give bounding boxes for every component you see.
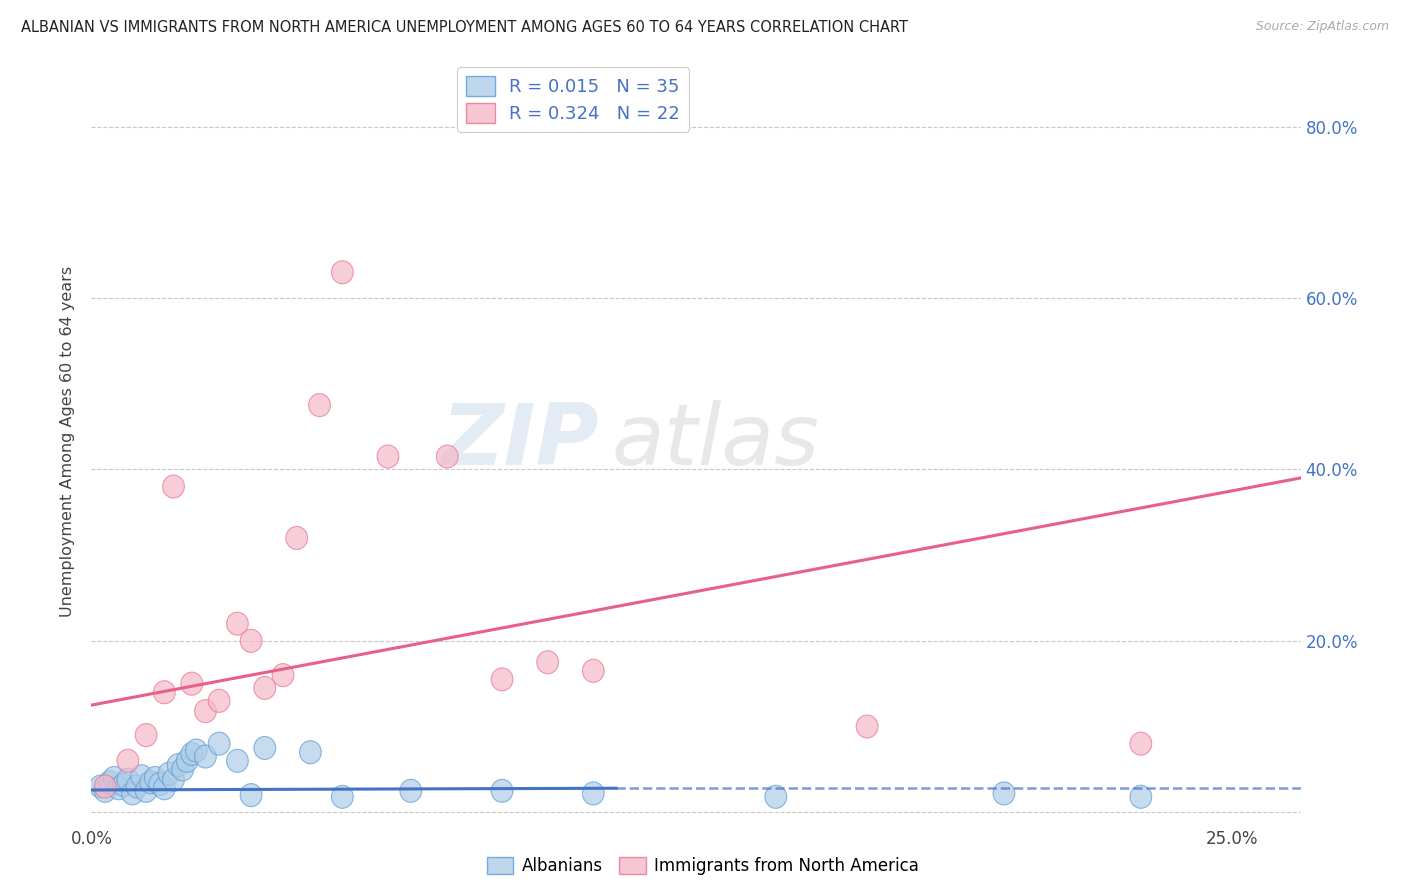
- Legend: R = 0.015   N = 35, R = 0.324   N = 22: R = 0.015 N = 35, R = 0.324 N = 22: [457, 67, 689, 132]
- Ellipse shape: [240, 783, 262, 806]
- Ellipse shape: [399, 780, 422, 802]
- Ellipse shape: [117, 768, 139, 791]
- Text: ZIP: ZIP: [441, 400, 599, 483]
- Ellipse shape: [1130, 785, 1152, 808]
- Ellipse shape: [112, 773, 134, 797]
- Ellipse shape: [1130, 732, 1152, 756]
- Ellipse shape: [582, 782, 605, 805]
- Ellipse shape: [194, 745, 217, 768]
- Text: atlas: atlas: [612, 400, 820, 483]
- Ellipse shape: [240, 630, 262, 652]
- Ellipse shape: [181, 742, 202, 765]
- Ellipse shape: [254, 737, 276, 759]
- Ellipse shape: [309, 393, 330, 417]
- Ellipse shape: [285, 526, 308, 549]
- Ellipse shape: [491, 668, 513, 691]
- Ellipse shape: [436, 445, 458, 468]
- Ellipse shape: [176, 749, 198, 772]
- Ellipse shape: [108, 777, 129, 800]
- Ellipse shape: [332, 785, 353, 808]
- Ellipse shape: [582, 659, 605, 682]
- Ellipse shape: [491, 780, 513, 802]
- Ellipse shape: [103, 766, 125, 789]
- Ellipse shape: [167, 754, 188, 777]
- Ellipse shape: [273, 664, 294, 687]
- Ellipse shape: [377, 445, 399, 468]
- Ellipse shape: [94, 775, 115, 798]
- Ellipse shape: [186, 739, 207, 762]
- Ellipse shape: [765, 785, 787, 808]
- Ellipse shape: [208, 690, 231, 713]
- Ellipse shape: [299, 740, 322, 764]
- Ellipse shape: [127, 775, 148, 798]
- Ellipse shape: [139, 771, 162, 794]
- Ellipse shape: [153, 681, 176, 704]
- Ellipse shape: [121, 782, 143, 805]
- Ellipse shape: [181, 673, 202, 695]
- Ellipse shape: [98, 771, 121, 794]
- Ellipse shape: [537, 651, 558, 673]
- Ellipse shape: [226, 612, 249, 635]
- Ellipse shape: [135, 723, 157, 747]
- Ellipse shape: [856, 715, 877, 738]
- Ellipse shape: [208, 732, 231, 756]
- Ellipse shape: [194, 699, 217, 723]
- Ellipse shape: [149, 772, 170, 796]
- Ellipse shape: [163, 768, 184, 791]
- Ellipse shape: [172, 758, 194, 780]
- Ellipse shape: [163, 475, 184, 498]
- Ellipse shape: [153, 777, 176, 800]
- Ellipse shape: [90, 775, 111, 798]
- Ellipse shape: [94, 780, 115, 802]
- Ellipse shape: [157, 762, 180, 785]
- Text: ALBANIAN VS IMMIGRANTS FROM NORTH AMERICA UNEMPLOYMENT AMONG AGES 60 TO 64 YEARS: ALBANIAN VS IMMIGRANTS FROM NORTH AMERIC…: [21, 20, 908, 35]
- Ellipse shape: [135, 780, 157, 802]
- Ellipse shape: [254, 676, 276, 699]
- Y-axis label: Unemployment Among Ages 60 to 64 years: Unemployment Among Ages 60 to 64 years: [60, 266, 76, 617]
- Ellipse shape: [131, 764, 152, 788]
- Ellipse shape: [332, 260, 353, 284]
- Legend: Albanians, Immigrants from North America: Albanians, Immigrants from North America: [479, 850, 927, 882]
- Text: Source: ZipAtlas.com: Source: ZipAtlas.com: [1256, 20, 1389, 33]
- Ellipse shape: [993, 782, 1015, 805]
- Ellipse shape: [145, 766, 166, 789]
- Ellipse shape: [117, 749, 139, 772]
- Ellipse shape: [226, 749, 249, 772]
